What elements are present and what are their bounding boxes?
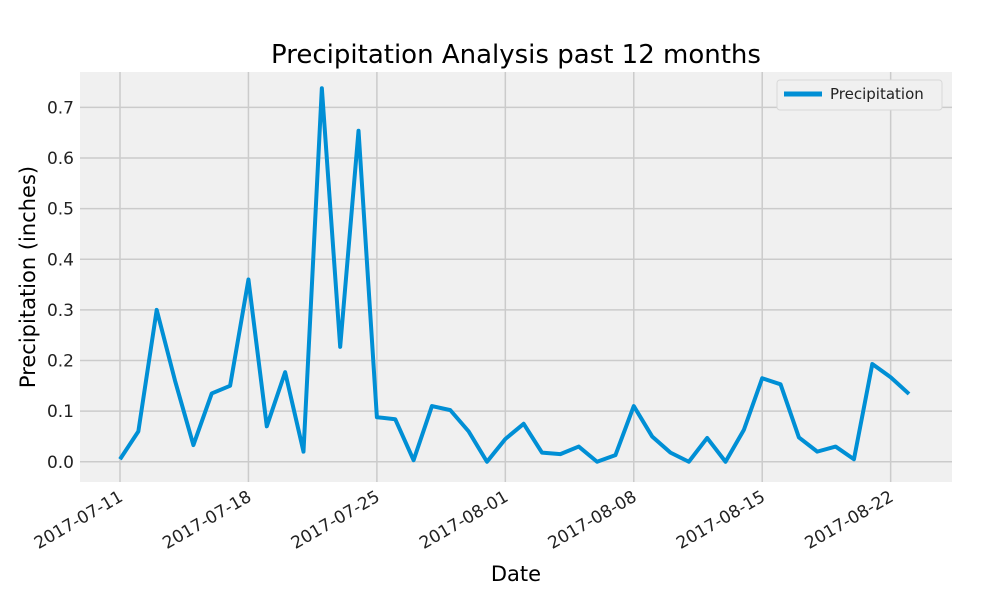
x-tick-label: 2017-07-25 — [288, 487, 384, 554]
legend-box — [776, 79, 943, 111]
x-tick-label: 2017-07-11 — [31, 487, 127, 554]
y-tick-label: 0.1 — [47, 402, 74, 422]
y-tick-label: 0.6 — [47, 149, 74, 169]
x-tick-label: 2017-08-15 — [673, 487, 769, 554]
grid-lines — [80, 72, 952, 482]
series-line-precipitation — [118, 86, 911, 464]
series-lines — [118, 86, 911, 464]
x-tick-label: 2017-08-01 — [416, 487, 512, 554]
y-tick-label: 0.4 — [47, 250, 74, 270]
y-tick-label: 0.3 — [47, 301, 74, 321]
x-tick-labels: 2017-07-11 2017-07-18 2017-07-25 2017-08-01… — [31, 487, 897, 554]
x-tick-label: 2017-07-18 — [159, 487, 255, 554]
x-tick-label: 2017-08-08 — [545, 487, 641, 554]
y-axis-label: Precipitation (inches) — [16, 166, 40, 388]
chart-title: Precipitation Analysis past 12 months — [271, 40, 761, 70]
y-tick-label: 0.7 — [47, 98, 74, 118]
y-tick-labels: 0.0 0.1 0.2 0.3 0.4 0.5 0.6 0.7 — [47, 98, 74, 472]
legend: Precipitation — [776, 79, 943, 111]
y-tick-label: 0.2 — [47, 352, 74, 372]
plot-background — [80, 72, 952, 482]
legend-label-precipitation: Precipitation — [830, 85, 924, 103]
y-tick-label: 0.0 — [47, 453, 74, 473]
x-axis-label: Date — [491, 562, 541, 586]
x-tick-label: 2017-08-22 — [802, 487, 898, 554]
y-tick-label: 0.5 — [47, 200, 74, 220]
